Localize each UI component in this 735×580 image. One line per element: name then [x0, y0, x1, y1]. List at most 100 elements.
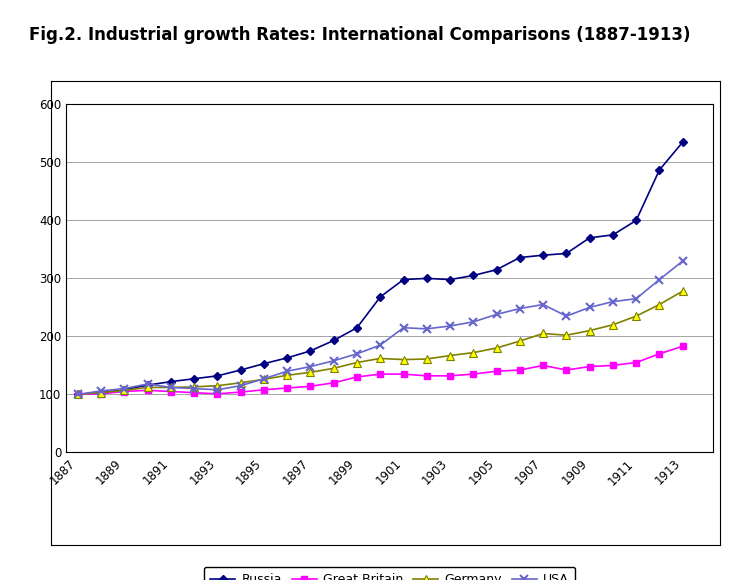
Line: Russia: Russia [75, 139, 686, 397]
USA [632, 295, 641, 302]
Line: USA: USA [74, 257, 686, 398]
USA [423, 325, 431, 332]
Russia [376, 293, 384, 300]
Russia [143, 382, 152, 389]
Russia [678, 139, 687, 146]
Germany [515, 338, 524, 345]
Great Britain [678, 343, 687, 350]
Great Britain [445, 372, 454, 379]
Great Britain [306, 383, 315, 390]
USA [585, 304, 594, 311]
Russia [96, 389, 105, 396]
Great Britain [283, 385, 292, 392]
Germany [469, 349, 478, 356]
USA [259, 375, 268, 382]
Germany [120, 387, 129, 394]
Germany [74, 391, 82, 398]
Great Britain [166, 388, 175, 395]
Germany [539, 330, 548, 337]
Russia [515, 254, 524, 261]
Russia [329, 337, 338, 344]
USA [283, 368, 292, 375]
Russia [283, 354, 292, 361]
Great Britain [632, 359, 641, 366]
Germany [423, 356, 431, 362]
Great Britain [515, 367, 524, 374]
Russia [190, 375, 198, 382]
Germany [96, 389, 105, 396]
USA [445, 322, 454, 329]
USA [329, 357, 338, 364]
USA [213, 386, 222, 393]
USA [376, 342, 384, 349]
USA [190, 385, 198, 392]
Russia [585, 234, 594, 241]
Great Britain [213, 390, 222, 397]
Great Britain [585, 363, 594, 370]
USA [306, 363, 315, 370]
Russia [259, 360, 268, 367]
Great Britain [469, 371, 478, 378]
Great Britain [190, 389, 198, 396]
Great Britain [120, 388, 129, 395]
Germany [166, 384, 175, 391]
Great Britain [236, 389, 245, 396]
USA [655, 276, 664, 283]
Great Britain [329, 379, 338, 386]
Germany [655, 301, 664, 308]
Russia [655, 166, 664, 173]
Legend: Russia, Great Britain, Germany, USA: Russia, Great Britain, Germany, USA [204, 567, 576, 580]
Russia [609, 231, 617, 238]
Russia [306, 347, 315, 354]
Germany [236, 379, 245, 386]
Germany [329, 365, 338, 372]
Germany [585, 327, 594, 334]
Russia [562, 250, 571, 257]
Great Britain [96, 390, 105, 397]
USA [539, 301, 548, 308]
USA [399, 324, 408, 331]
USA [562, 313, 571, 320]
Line: Great Britain: Great Britain [75, 343, 686, 397]
USA [236, 382, 245, 389]
Germany [353, 359, 362, 366]
USA [96, 387, 105, 394]
Great Britain [492, 368, 501, 375]
Great Britain [399, 371, 408, 378]
Russia [236, 367, 245, 374]
Russia [539, 252, 548, 259]
Germany [259, 376, 268, 383]
Line: Germany: Germany [74, 287, 686, 398]
Russia [399, 276, 408, 283]
Germany [376, 355, 384, 362]
Germany [445, 352, 454, 359]
Russia [469, 272, 478, 279]
USA [469, 318, 478, 325]
Russia [213, 372, 222, 379]
USA [515, 305, 524, 312]
Russia [166, 378, 175, 385]
Great Britain [353, 374, 362, 380]
USA [492, 311, 501, 318]
USA [609, 298, 617, 305]
Germany [609, 321, 617, 328]
Germany [678, 288, 687, 295]
Germany [213, 382, 222, 389]
Russia [423, 275, 431, 282]
Germany [492, 345, 501, 351]
USA [678, 258, 687, 264]
Russia [632, 217, 641, 224]
Text: Fig.2. Industrial growth Rates: International Comparisons (1887-1913): Fig.2. Industrial growth Rates: Internat… [29, 26, 691, 44]
USA [74, 391, 82, 398]
Germany [632, 313, 641, 320]
Germany [399, 356, 408, 363]
USA [143, 380, 152, 387]
Germany [143, 384, 152, 391]
Great Britain [609, 362, 617, 369]
Great Britain [376, 371, 384, 378]
Russia [445, 276, 454, 283]
Great Britain [562, 367, 571, 374]
Germany [562, 332, 571, 339]
Russia [120, 386, 129, 393]
Germany [306, 369, 315, 376]
